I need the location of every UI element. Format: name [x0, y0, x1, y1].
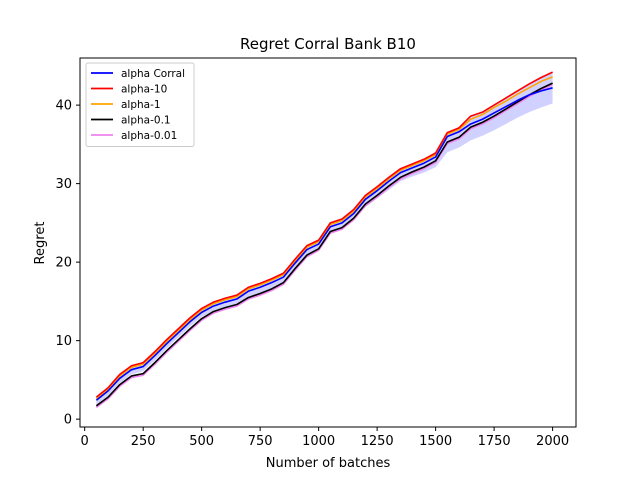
series-line-alpha-1	[95, 76, 553, 400]
x-tick-label: 1500	[419, 434, 452, 449]
y-tick-label: 10	[55, 334, 72, 349]
series-lines-layer	[95, 71, 553, 409]
series-line-alpha-10	[95, 71, 553, 398]
x-axis-label: Number of batches	[266, 456, 391, 471]
series-line-alpha-0-1	[95, 82, 553, 407]
x-tick-label: 1750	[478, 434, 511, 449]
plot-area-frame	[79, 57, 577, 428]
x-tick-label: 2000	[536, 434, 569, 449]
legend-entry: alpha-1	[121, 99, 161, 111]
legend: alpha Corral alpha-10 alpha-1 alpha-0.1 alph…	[85, 62, 195, 147]
x-axis: 0 250 500 750 1000 1250 1500 1750 2000	[81, 427, 569, 449]
y-axis-label: Regret	[33, 222, 48, 265]
x-tick-label: 250	[131, 434, 156, 449]
legend-entry: alpha-0.01	[121, 130, 177, 142]
chart-title: Regret Corral Bank B10	[240, 35, 416, 53]
legend-entry: alpha-0.1	[121, 114, 171, 126]
series-line-alpha-corral	[95, 87, 553, 401]
y-tick-label: 20	[55, 256, 72, 271]
legend-entry: alpha Corral	[121, 68, 185, 80]
x-tick-label: 1000	[302, 434, 335, 449]
x-tick-label: 750	[248, 434, 273, 449]
legend-frame	[85, 62, 195, 147]
x-tick-label: 1250	[361, 434, 394, 449]
y-axis: 0 10 20 30 40	[55, 99, 80, 428]
x-tick-label: 500	[189, 434, 214, 449]
series-line-alpha-0-01	[95, 83, 553, 409]
x-tick-label: 0	[81, 434, 89, 449]
y-tick-label: 30	[55, 177, 72, 192]
y-tick-label: 40	[55, 99, 72, 114]
y-tick-label: 0	[64, 413, 72, 428]
legend-entry: alpha-10	[121, 83, 167, 95]
